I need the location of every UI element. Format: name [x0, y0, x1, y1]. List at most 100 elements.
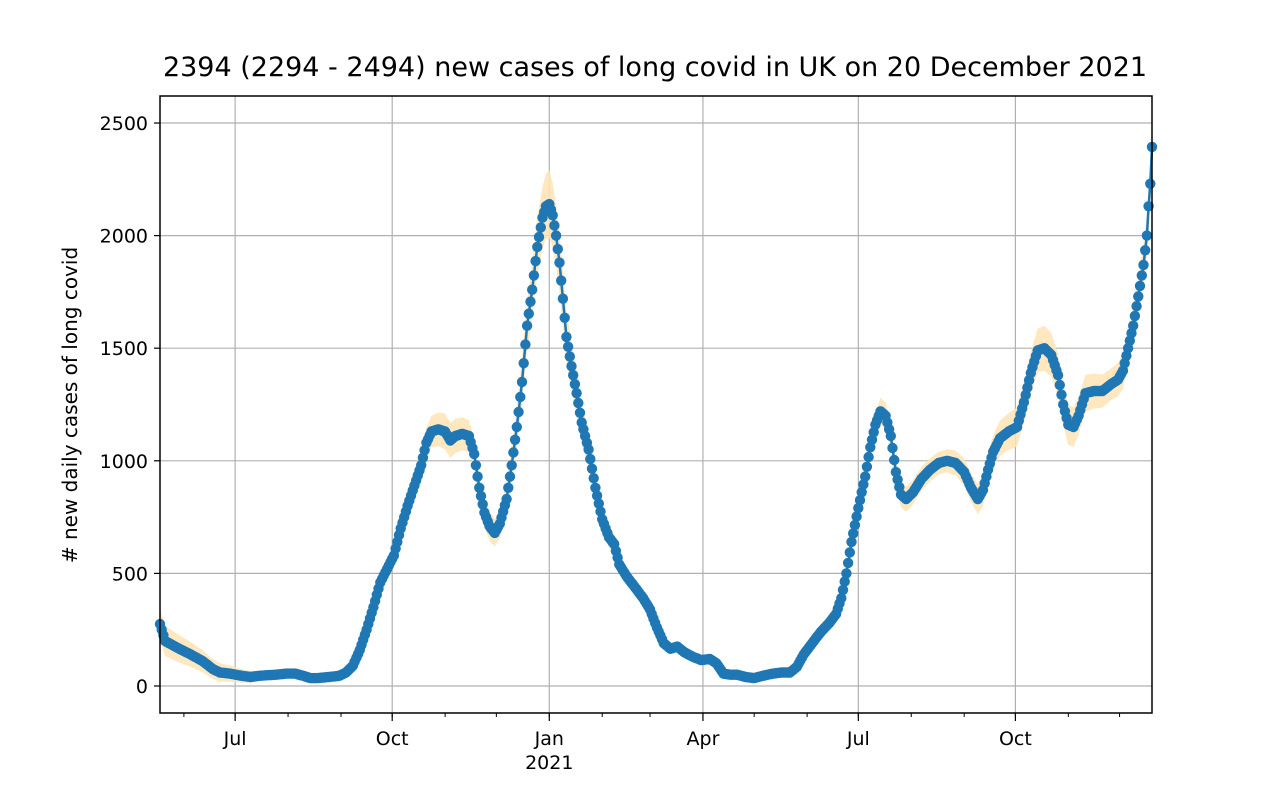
data-point: [501, 493, 512, 505]
data-point: [1052, 370, 1064, 381]
data-point: [477, 499, 488, 510]
data-point: [1136, 270, 1148, 281]
y-tick-label: 2500: [100, 113, 148, 135]
data-point: [525, 296, 536, 307]
data-point: [569, 379, 581, 390]
data-point: [583, 444, 594, 455]
data-point: [1138, 259, 1149, 271]
data-point: [1143, 201, 1154, 212]
data-point: [552, 243, 563, 255]
data-point: [839, 576, 850, 587]
data-point: [591, 490, 603, 501]
data-point: [1128, 320, 1139, 331]
data-point: [861, 461, 873, 472]
data-point: [844, 547, 855, 558]
data-point: [533, 231, 545, 243]
data-point: [564, 351, 575, 362]
x-tick-label: Oct: [999, 728, 1032, 750]
data-point: [547, 210, 558, 221]
data-point: [1129, 310, 1141, 322]
x-tick-label: Apr: [687, 728, 720, 750]
data-point: [554, 257, 565, 268]
x-tick-label: Jan: [534, 728, 564, 750]
data-point: [527, 284, 538, 295]
x-tick-label: Oct: [376, 728, 409, 750]
data-point: [860, 471, 871, 482]
y-tick-label: 0: [136, 676, 148, 698]
data-point: [568, 370, 579, 381]
data-point: [588, 473, 599, 484]
data-point: [858, 479, 869, 490]
data-point: [475, 490, 487, 502]
data-point: [520, 339, 531, 350]
data-point: [837, 584, 849, 596]
data-point: [836, 593, 847, 604]
data-point: [472, 471, 483, 482]
data-point: [566, 361, 577, 372]
data-point: [561, 331, 572, 343]
data-point: [562, 341, 574, 352]
data-point: [885, 430, 896, 442]
data-point: [550, 230, 562, 241]
y-tick-label: 500: [112, 563, 148, 585]
data-point: [469, 448, 480, 460]
axes-frame: [159, 95, 1153, 714]
y-axis-label: # new daily cases of long covid: [58, 246, 82, 564]
data-point: [1054, 379, 1066, 391]
data-point: [474, 482, 485, 493]
data-point: [854, 495, 866, 506]
data-point: [851, 511, 862, 522]
data-point: [504, 471, 516, 482]
data-point: [590, 482, 601, 493]
data-point: [535, 222, 546, 233]
data-point: [557, 293, 569, 304]
y-tick-label: 1000: [100, 451, 148, 473]
data-point: [1145, 178, 1156, 189]
data-point: [513, 406, 524, 418]
data-point: [511, 421, 522, 433]
data-point: [1134, 280, 1146, 292]
data-point: [521, 320, 533, 331]
data-point: [549, 220, 560, 231]
data-point: [508, 447, 519, 458]
data-point: [515, 391, 526, 403]
x-tick-label: Jul: [846, 728, 870, 750]
data-point: [574, 407, 586, 418]
data-point: [842, 557, 854, 569]
data-point: [1056, 389, 1067, 400]
data-point: [1133, 291, 1144, 302]
data-point: [595, 506, 606, 517]
data-point: [559, 312, 570, 323]
data-point: [585, 453, 596, 465]
data-point: [516, 376, 528, 388]
data-point: [846, 536, 857, 548]
data-point: [849, 519, 861, 531]
data-point: [593, 498, 604, 509]
data-point: [506, 460, 517, 471]
data-point: [586, 463, 598, 474]
x-tick-year-label: 2021: [525, 752, 573, 774]
data-point: [863, 451, 874, 463]
data-point: [1140, 245, 1151, 256]
data-point: [887, 442, 898, 454]
data-point: [556, 275, 567, 286]
data-point: [470, 460, 482, 471]
data-point: [509, 434, 521, 445]
data-point: [853, 502, 864, 514]
data-point: [528, 270, 540, 281]
series-line: [158, 146, 1154, 680]
y-tick-label: 2000: [100, 226, 148, 248]
data-point: [889, 454, 900, 466]
data-point: [523, 308, 534, 319]
y-tick-label: 1500: [100, 338, 148, 360]
data-point: [532, 241, 543, 253]
data-point: [1141, 230, 1153, 241]
data-point: [503, 482, 514, 493]
data-point: [848, 528, 859, 539]
data-point: [518, 358, 529, 369]
data-point: [856, 487, 867, 498]
chart-title: 2394 (2294 - 2494) new cases of long cov…: [162, 52, 1148, 83]
data-point: [530, 255, 541, 267]
confidence-band: [160, 124, 1152, 683]
